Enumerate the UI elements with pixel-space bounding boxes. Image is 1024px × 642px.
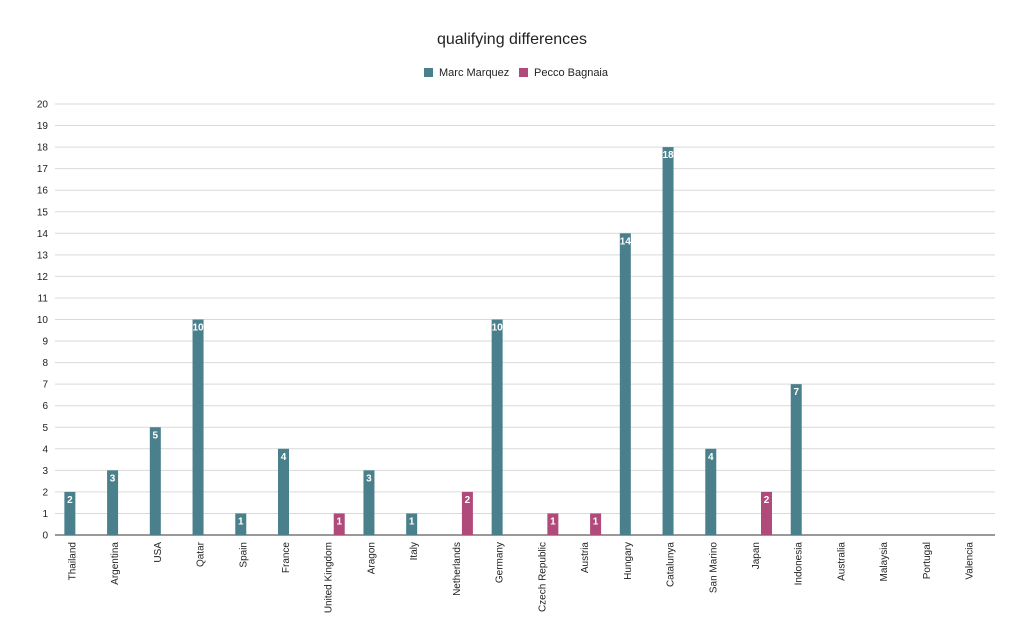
y-tick-label-4: 4 (42, 444, 48, 455)
x-tick-label-netherlands: Netherlands (452, 542, 463, 596)
x-tick-label-usa: USA (153, 542, 164, 563)
y-tick-label-7: 7 (42, 380, 48, 391)
bar-marc-marquez-italy[interactable] (406, 513, 418, 535)
x-tick-label-australia: Australia (836, 542, 847, 581)
bar-marc-marquez-catalunya[interactable] (662, 147, 674, 535)
bar-pecco-bagnaia-netherlands[interactable] (461, 491, 473, 535)
bar-pecco-bagnaia-czech-republic[interactable] (547, 513, 559, 535)
y-tick-label-9: 9 (42, 337, 48, 348)
data-label-marc-marquez-argentina: 3 (110, 473, 116, 484)
legend-label-marc-marquez: Marc Marquez (439, 67, 509, 79)
x-tick-label-italy: Italy (409, 542, 420, 560)
y-tick-label-3: 3 (42, 466, 48, 477)
x-axis-ticks: Thailand Argentina USA Qatar Spain France Unit… (67, 541, 975, 613)
data-label-marc-marquez-germany: 10 (492, 323, 504, 334)
bars (64, 147, 802, 536)
y-tick-label-11: 11 (38, 293, 49, 304)
legend: Marc Marquez Pecco Bagnaia (424, 67, 609, 79)
x-tick-label-valencia: Valencia (965, 542, 976, 580)
x-tick-label-thailand: Thailand (67, 542, 78, 580)
bar-pecco-bagnaia-austria[interactable] (590, 513, 602, 535)
x-tick-label-united-kingdom: United Kingdom (324, 542, 335, 613)
bar-marc-marquez-indonesia[interactable] (790, 384, 802, 535)
y-tick-label-1: 1 (42, 509, 48, 520)
y-tick-label-10: 10 (37, 315, 49, 326)
data-label-marc-marquez-hungary: 14 (620, 236, 632, 247)
data-label-pecco-bagnaia-austria: 1 (593, 516, 599, 527)
bar-marc-marquez-france[interactable] (278, 448, 289, 535)
x-tick-label-portugal: Portugal (922, 542, 933, 579)
x-tick-label-hungary: Hungary (623, 542, 634, 580)
x-tick-label-catalunya: Catalunya (666, 542, 677, 587)
bar-marc-marquez-aragon[interactable] (363, 470, 375, 535)
y-tick-label-14: 14 (37, 229, 49, 240)
y-tick-label-15: 15 (37, 207, 49, 218)
data-label-marc-marquez-italy: 1 (409, 516, 415, 527)
data-label-marc-marquez-france: 4 (281, 452, 287, 463)
x-tick-label-qatar: Qatar (196, 541, 207, 567)
x-tick-label-czech-republic: Czech Republic (537, 542, 548, 612)
bar-marc-marquez-argentina[interactable] (107, 470, 119, 535)
y-tick-label-5: 5 (42, 423, 48, 434)
y-tick-label-12: 12 (37, 272, 49, 283)
data-label-pecco-bagnaia-netherlands: 2 (465, 495, 471, 506)
x-tick-label-san-marino: San Marino (708, 542, 719, 594)
data-label-marc-marquez-san-marino: 4 (708, 452, 714, 463)
data-label-marc-marquez-catalunya: 18 (662, 150, 674, 161)
y-tick-label-0: 0 (42, 531, 48, 542)
bar-marc-marquez-thailand[interactable] (64, 491, 76, 535)
data-label-marc-marquez-aragon: 3 (366, 473, 372, 484)
y-tick-label-17: 17 (37, 164, 49, 175)
legend-item-marc-marquez[interactable]: Marc Marquez (424, 67, 509, 79)
data-label-marc-marquez-spain: 1 (238, 516, 244, 527)
x-tick-label-austria: Austria (580, 542, 591, 574)
y-tick-label-6: 6 (42, 401, 48, 412)
y-tick-label-19: 19 (37, 121, 49, 132)
y-tick-label-8: 8 (42, 358, 48, 369)
x-tick-label-france: France (281, 542, 292, 574)
bar-pecco-bagnaia-united-kingdom[interactable] (333, 513, 345, 535)
x-tick-label-argentina: Argentina (110, 542, 121, 585)
legend-swatch-marc-marquez (424, 68, 433, 77)
data-label-pecco-bagnaia-united-kingdom: 1 (336, 516, 342, 527)
bar-pecco-bagnaia-japan[interactable] (761, 491, 772, 535)
legend-swatch-pecco-bagnaia (519, 68, 528, 77)
bar-marc-marquez-usa[interactable] (149, 427, 161, 535)
bar-marc-marquez-san-marino[interactable] (705, 448, 717, 535)
y-tick-label-2: 2 (42, 487, 48, 498)
data-label-marc-marquez-usa: 5 (153, 430, 159, 441)
bar-marc-marquez-germany[interactable] (491, 319, 503, 536)
x-tick-label-malaysia: Malaysia (879, 542, 890, 582)
x-tick-label-japan: Japan (751, 542, 762, 569)
data-label-pecco-bagnaia-japan: 2 (764, 495, 770, 506)
legend-label-pecco-bagnaia: Pecco Bagnaia (534, 67, 609, 79)
x-tick-label-indonesia: Indonesia (794, 542, 805, 586)
data-label-marc-marquez-qatar: 10 (192, 323, 204, 334)
data-label-marc-marquez-indonesia: 7 (793, 387, 799, 398)
y-tick-label-18: 18 (37, 143, 49, 154)
chart-title: qualifying differences (437, 31, 587, 48)
x-tick-label-germany: Germany (495, 542, 506, 583)
bar-marc-marquez-hungary[interactable] (619, 233, 631, 536)
x-tick-label-aragon: Aragon (366, 542, 377, 574)
data-label-pecco-bagnaia-czech-republic: 1 (550, 516, 556, 527)
bar-marc-marquez-qatar[interactable] (192, 319, 204, 536)
gridlines (55, 103, 995, 536)
legend-item-pecco-bagnaia[interactable]: Pecco Bagnaia (519, 67, 609, 79)
y-tick-label-16: 16 (37, 186, 49, 197)
y-tick-label-20: 20 (37, 100, 49, 111)
x-tick-label-spain: Spain (238, 542, 249, 568)
data-label-marc-marquez-thailand: 2 (67, 495, 73, 506)
bar-marc-marquez-spain[interactable] (235, 513, 247, 535)
y-tick-label-13: 13 (37, 250, 49, 261)
